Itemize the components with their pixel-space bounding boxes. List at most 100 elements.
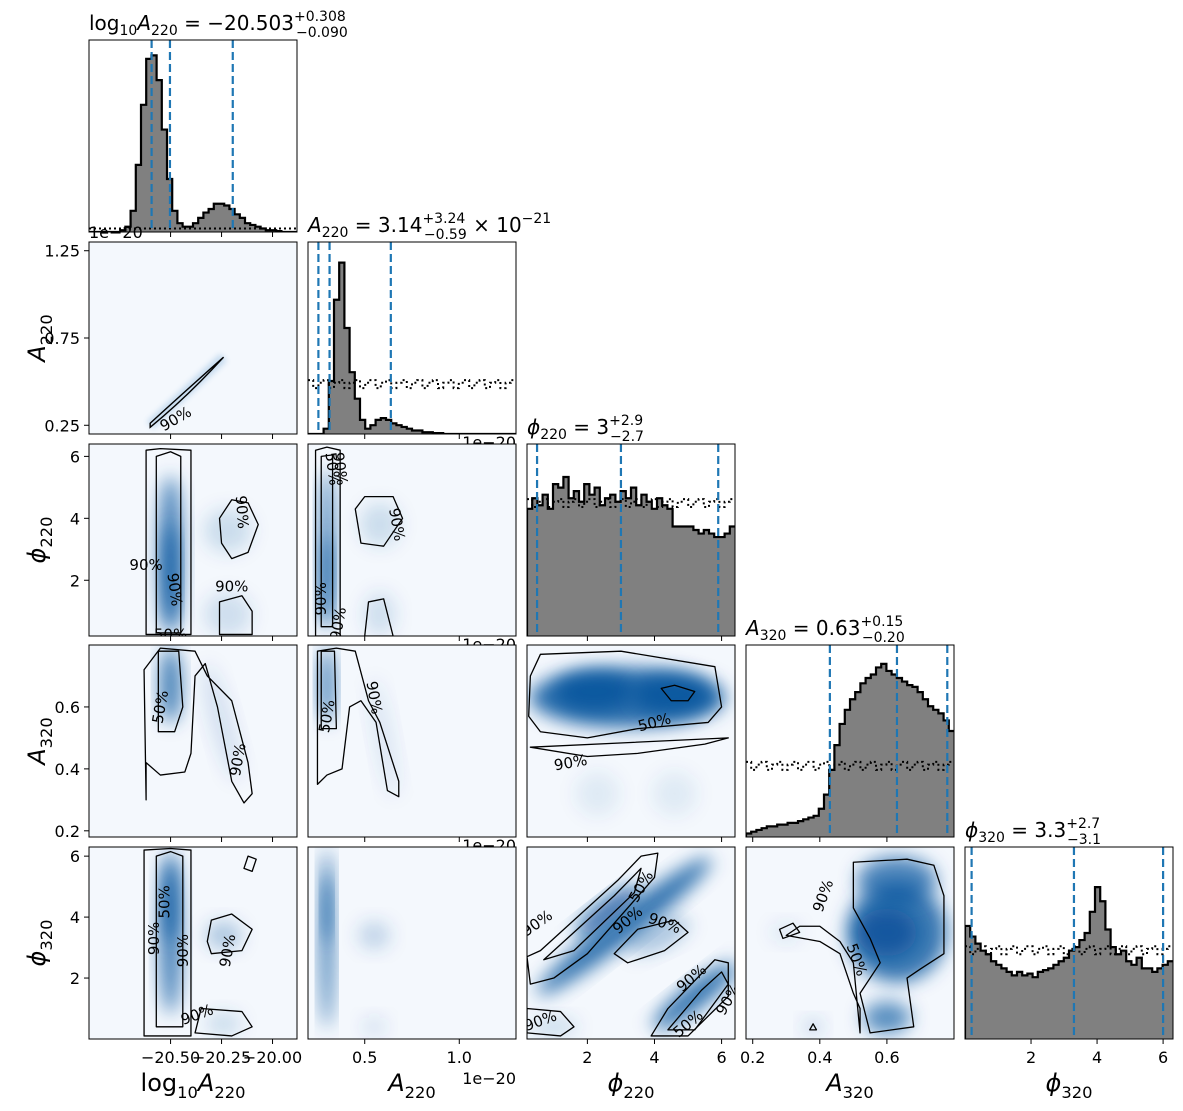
density-blob xyxy=(363,592,396,636)
y-tick-label: 0.75 xyxy=(44,329,80,348)
x-tick-label: 1.0 xyxy=(447,1048,472,1067)
contour-line xyxy=(852,858,945,1034)
y-axis-label-text: ϕ220 xyxy=(23,517,56,564)
density-blob xyxy=(203,508,252,553)
y-axis-label-text: A320 xyxy=(23,717,56,767)
x-axis-label-text: ϕ320 xyxy=(1046,1069,1093,1102)
density-background xyxy=(308,444,516,636)
contour-line xyxy=(145,447,192,636)
density-blob xyxy=(653,962,735,1030)
contour-line xyxy=(149,356,225,429)
panel-title: ϕ220 = 3+2.9 −2.7 xyxy=(527,413,644,445)
contour-label: 90% xyxy=(174,934,192,967)
contour-line xyxy=(528,650,723,739)
panel-frame xyxy=(307,241,517,435)
density-blob xyxy=(554,671,635,712)
contour-line xyxy=(529,737,729,758)
x-tick-label: −20.00 xyxy=(243,1048,302,1067)
contour-line xyxy=(157,650,184,733)
density-area: 90% xyxy=(89,242,297,434)
hist-panel-A320: A320 = 0.63+0.15 −0.20 xyxy=(744,614,955,842)
density-background xyxy=(89,847,297,1039)
contour-line xyxy=(320,454,334,628)
contour-line xyxy=(543,867,642,961)
contour-label: 50% xyxy=(315,698,339,734)
x-axis-label-text: ϕ220 xyxy=(608,1069,655,1102)
panel-frame xyxy=(526,846,736,1040)
y-tick-label: 2 xyxy=(70,969,80,988)
panel-frame xyxy=(526,644,736,838)
panel-title: A320 = 0.63+0.15 −0.20 xyxy=(744,614,905,646)
x-axis-label: ϕ320 xyxy=(1046,1069,1093,1102)
density-blob xyxy=(205,921,242,950)
density-blob xyxy=(862,1001,911,1034)
density-blob xyxy=(203,592,252,636)
panel-frame xyxy=(745,644,955,838)
contour-label: 90% xyxy=(232,495,252,530)
density-blob xyxy=(202,664,241,781)
contour-line xyxy=(218,595,253,636)
y-axis-label: A220 xyxy=(23,314,56,364)
density-blob xyxy=(770,922,803,943)
contour-label: 90% xyxy=(145,922,163,955)
x-axis-label-text: A220 xyxy=(386,1069,436,1102)
density-panel-A220-A320: 50%90%1e−20 xyxy=(307,644,517,855)
prior-histogram xyxy=(308,379,516,390)
density-panel-A220-phi320: 0.5 1.0 xyxy=(307,846,517,1067)
histogram-outline xyxy=(746,662,954,837)
panel-frame xyxy=(307,644,517,838)
x-axis-label: A320 xyxy=(824,1069,874,1102)
density-background xyxy=(89,645,297,837)
y-tick-label: 4 xyxy=(70,908,80,927)
density-blob xyxy=(163,524,178,625)
density-blob xyxy=(575,885,640,937)
contour-label: 50% xyxy=(149,689,173,725)
contour-line xyxy=(316,647,400,798)
x-axis-label: A220 xyxy=(386,1069,436,1102)
x-tick-label: 6 xyxy=(716,1048,726,1067)
y-tick-label: 6 xyxy=(70,847,80,866)
x-tick-label: 0.2 xyxy=(740,1048,765,1067)
x-tick-label: −20.25 xyxy=(192,1048,251,1067)
density-area: 90%50%90%90%90% xyxy=(89,847,297,1039)
y-tick-label: 0.4 xyxy=(55,760,80,779)
y-axis-label: ϕ220 xyxy=(23,517,56,564)
y-tick-label: 6 xyxy=(70,447,80,466)
contour-label: 90% xyxy=(553,751,589,775)
contour-label: 90% xyxy=(329,451,351,487)
contour-line xyxy=(314,446,341,636)
hist-panel-logA220: log10A220 = −20.503+0.308 −0.090 xyxy=(88,9,348,237)
contour-label: 90% xyxy=(215,577,248,595)
panel-frame xyxy=(88,846,298,1040)
contour-line xyxy=(243,855,257,873)
x-tick-label: 0.4 xyxy=(807,1048,832,1067)
density-blob xyxy=(537,857,712,995)
panel-frame xyxy=(526,443,736,637)
x-axis-label-text: log10A220 xyxy=(141,1069,246,1102)
x-tick-label: −20.50 xyxy=(141,1048,200,1067)
panel-frame xyxy=(964,846,1174,1040)
panel-frame xyxy=(88,39,298,233)
x-tick-label: 4 xyxy=(1092,1048,1102,1067)
density-background xyxy=(308,847,516,1039)
prior-histogram xyxy=(746,760,954,771)
contour-line xyxy=(206,913,253,955)
contour-label: 90% xyxy=(226,742,250,778)
hist-panel-phi220: ϕ220 = 3+2.9 −2.7 xyxy=(526,413,736,641)
density-panel-logA220-A320: 50% 90% 0.2 0.4 0.6 xyxy=(55,644,298,842)
density-blob xyxy=(575,771,620,816)
histogram-fill xyxy=(965,887,1173,1039)
y-tick-label: 4 xyxy=(70,509,80,528)
histogram-fill xyxy=(746,663,954,837)
panel-frame xyxy=(745,846,955,1040)
contour-line xyxy=(809,1023,818,1031)
density-panel-phi220-phi320: 90% 90%50%90%90%50%90%90% 2 4 6 xyxy=(526,846,736,1067)
contour-label: 90% xyxy=(312,582,330,615)
density-blob xyxy=(160,647,181,724)
contour-label: 90% xyxy=(163,572,185,608)
x-axis-label-text: A320 xyxy=(824,1069,874,1102)
x-tick-label: 6 xyxy=(1158,1048,1168,1067)
contour-line xyxy=(667,971,729,1031)
contour-line xyxy=(650,959,729,1037)
panel-title: A220 = 3.14+3.24 −0.59 × 10−21 xyxy=(306,211,551,243)
